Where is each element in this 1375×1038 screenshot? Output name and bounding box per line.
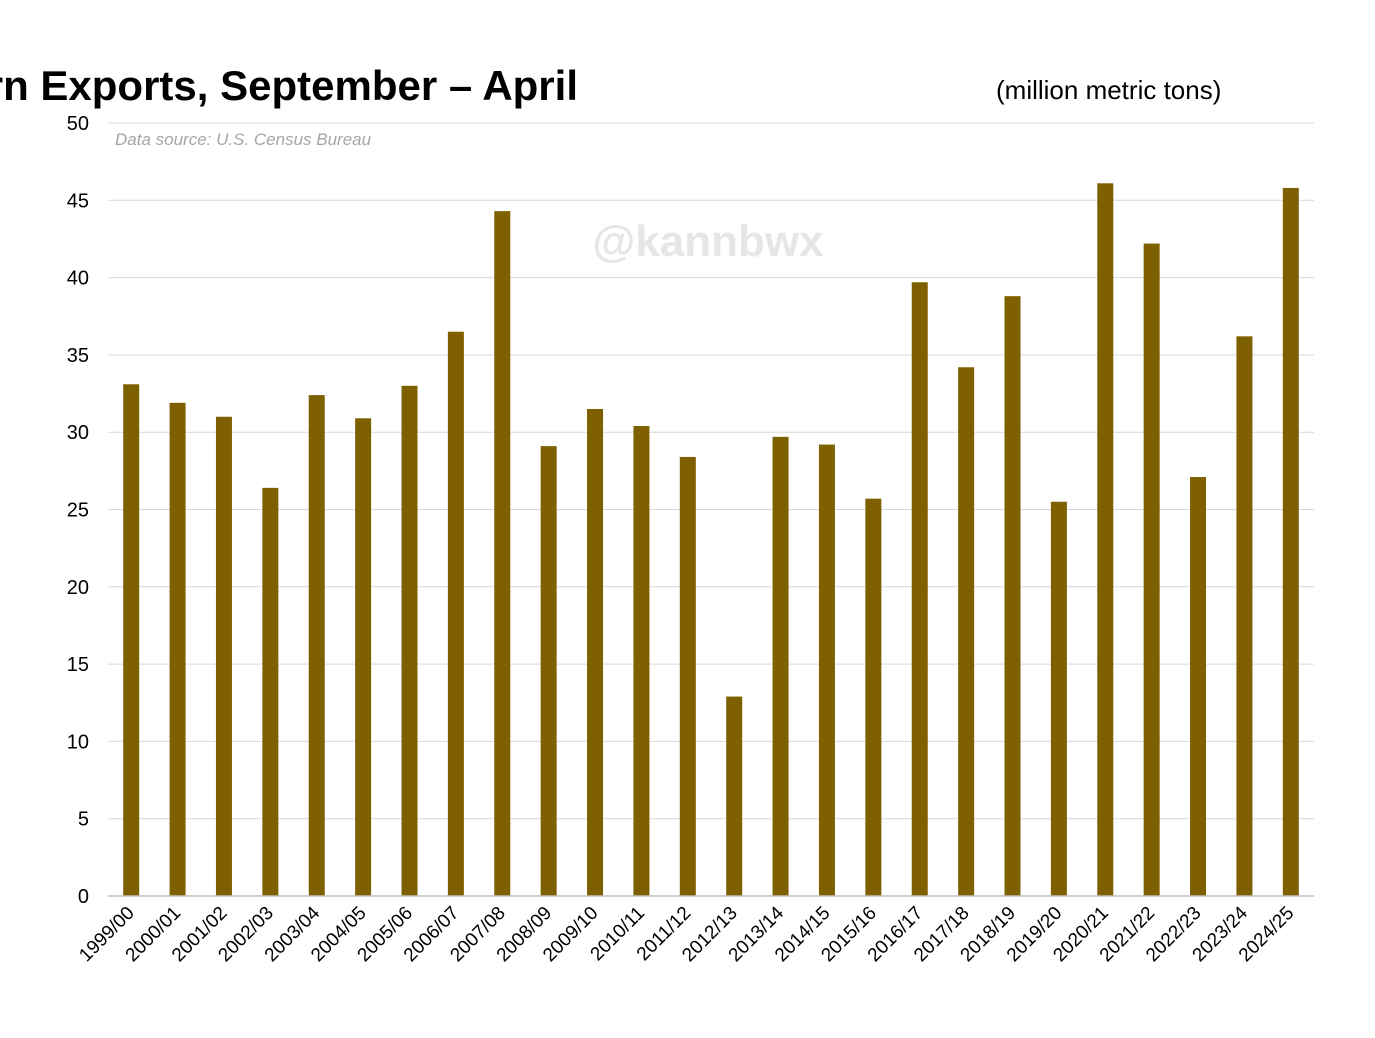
bar-2018-19 — [1004, 296, 1021, 897]
bar-2001-02 — [215, 416, 232, 896]
y-tick-label: 45 — [67, 190, 89, 212]
y-axis-ticks: 0 5 10 15 20 25 30 35 40 45 50 — [67, 113, 89, 908]
bar-1999-00 — [123, 384, 140, 896]
watermark: @kannbwx — [592, 217, 824, 266]
bar-2016-17 — [911, 282, 928, 896]
bar-2023-24 — [1236, 336, 1253, 896]
y-tick-label: 10 — [67, 731, 89, 753]
y-tick-label: 20 — [67, 577, 89, 599]
y-tick-label: 0 — [78, 886, 89, 908]
bar-2005-06 — [401, 385, 418, 896]
y-tick-label: 40 — [67, 268, 89, 290]
y-tick-label: 30 — [67, 422, 89, 444]
bar-2024-25 — [1282, 187, 1299, 896]
bar-2020-21 — [1097, 183, 1114, 896]
bar-2021-22 — [1143, 243, 1160, 896]
x-axis-ticks: 1999/002000/012001/022002/032003/042004/… — [75, 902, 1298, 966]
bar-2009-10 — [587, 409, 604, 896]
bar-2022-23 — [1190, 477, 1207, 896]
bar-2003-04 — [308, 395, 325, 896]
bars — [123, 183, 1299, 897]
y-tick-label: 25 — [67, 500, 89, 522]
bar-2017-18 — [958, 367, 975, 896]
bar-2002-03 — [262, 487, 279, 896]
bar-2004-05 — [355, 418, 372, 896]
y-tick-label: 50 — [67, 113, 89, 135]
bar-2006-07 — [447, 331, 464, 897]
bar-2007-08 — [494, 211, 511, 896]
bar-2012-13 — [726, 696, 743, 896]
chart-title: U.S. Corn Exports, September – April — [0, 62, 578, 109]
bar-2015-16 — [865, 498, 882, 896]
data-source-note: Data source: U.S. Census Bureau — [115, 130, 372, 149]
y-tick-label: 35 — [67, 345, 89, 367]
y-tick-label: 5 — [78, 809, 89, 831]
bar-2014-15 — [818, 444, 835, 896]
chart-subtitle: (million metric tons) — [996, 75, 1221, 105]
bar-2010-11 — [633, 426, 650, 896]
bar-2000-01 — [169, 402, 186, 896]
bar-2008-09 — [540, 446, 557, 896]
bar-2011-12 — [679, 456, 696, 896]
bar-2019-20 — [1050, 501, 1067, 896]
y-tick-label: 15 — [67, 654, 89, 676]
bar-2013-14 — [772, 436, 789, 896]
